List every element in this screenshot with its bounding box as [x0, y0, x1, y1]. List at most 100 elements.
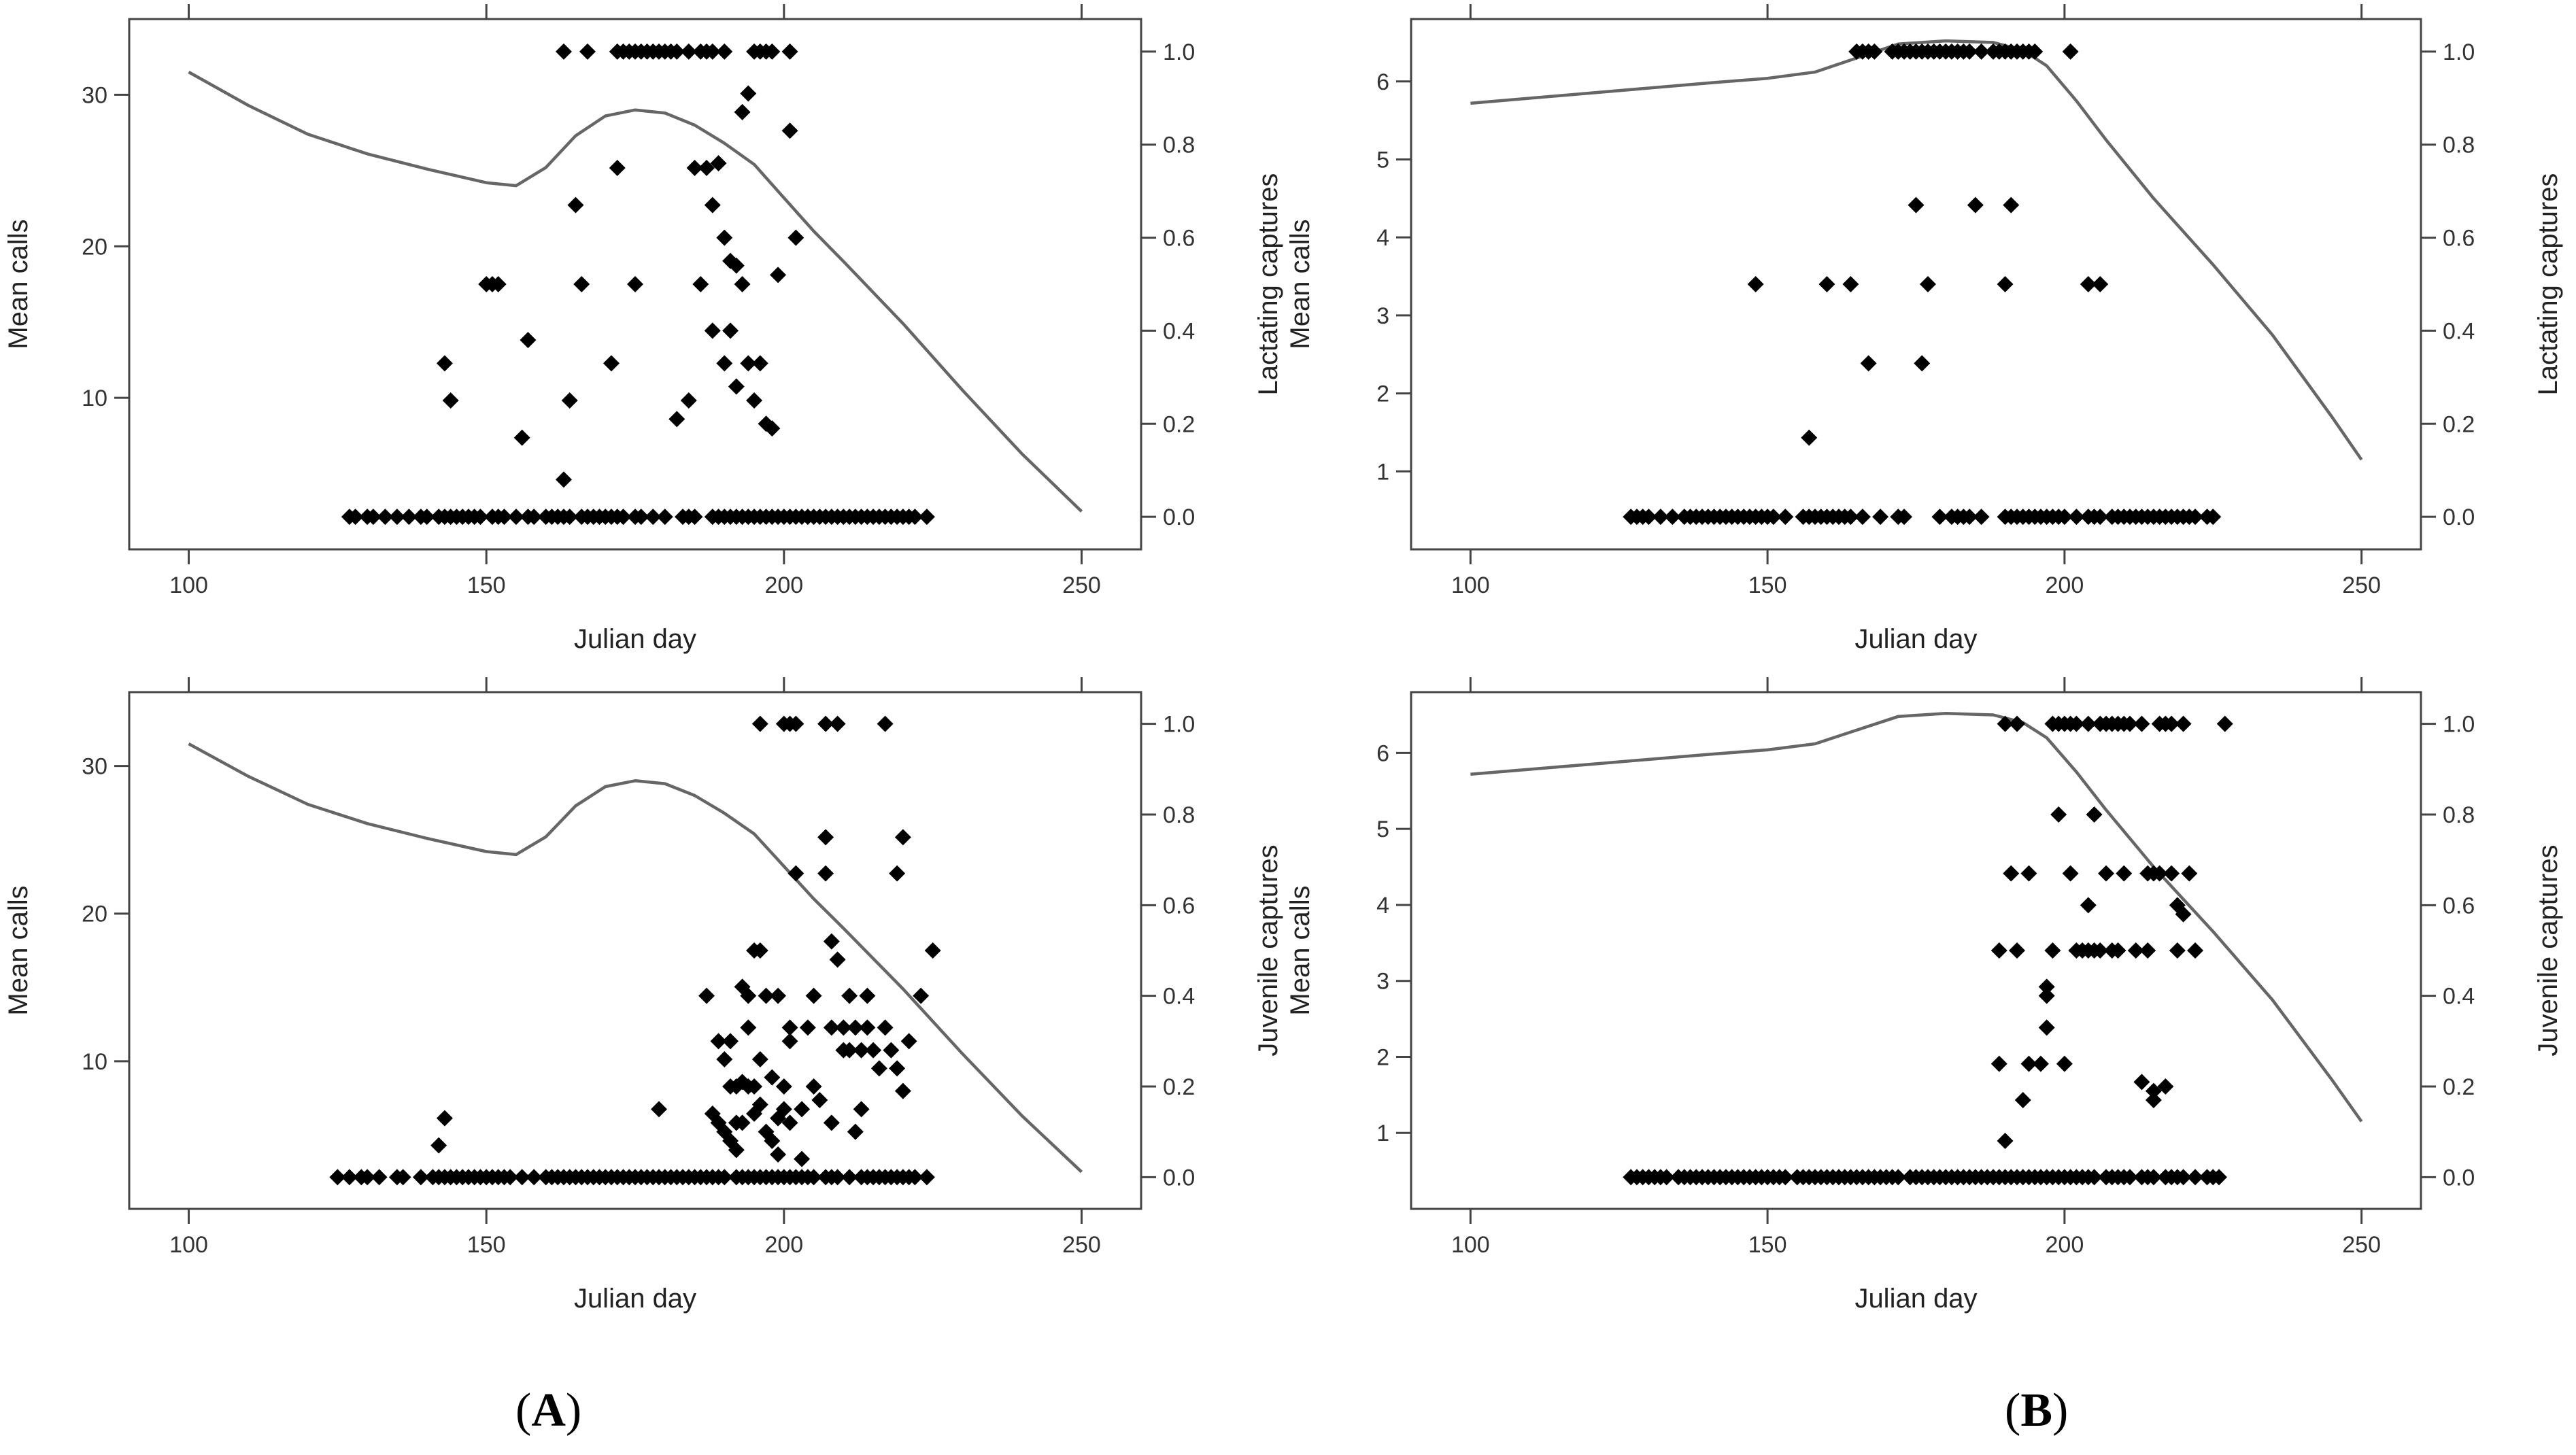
capture-point	[1990, 942, 2007, 959]
capture-point	[2205, 509, 2222, 526]
capture-point	[502, 1169, 519, 1186]
capture-point	[751, 1096, 768, 1113]
capture-point	[734, 1114, 751, 1131]
capture-point	[841, 987, 858, 1004]
y-right-axis-title: Lactating captures	[1253, 173, 1283, 396]
capture-point	[823, 933, 840, 950]
capture-point	[2139, 942, 2156, 959]
capture-point	[716, 229, 733, 246]
capture-point	[2056, 1055, 2073, 1072]
capture-point	[573, 276, 590, 292]
y-left-tick-label: 1	[1376, 1120, 1389, 1146]
y-left-tick-label: 2	[1376, 381, 1389, 407]
x-tick-label: 150	[1748, 1232, 1787, 1258]
mean-calls-line	[188, 742, 1083, 1174]
capture-point	[853, 1042, 870, 1059]
y-right-tick-label: 1.0	[1163, 39, 1195, 65]
capture-point	[918, 509, 935, 526]
capture-point	[764, 420, 781, 437]
panel-label-a: (A)	[515, 1384, 581, 1438]
capture-point	[472, 509, 489, 526]
capture-point	[764, 1069, 781, 1086]
capture-point	[734, 276, 751, 292]
y-right-tick-label: 0.8	[2443, 133, 2475, 158]
y-left-tick-label: 20	[82, 234, 107, 260]
capture-point	[817, 865, 834, 882]
x-tick-label: 100	[169, 572, 208, 598]
capture-point	[2038, 1019, 2055, 1036]
mean-calls-line	[1470, 712, 2363, 1123]
capture-point	[811, 1092, 828, 1108]
capture-point	[2145, 1092, 2162, 1108]
capture-point	[1997, 715, 2014, 732]
capture-point	[2086, 806, 2103, 823]
capture-point	[627, 276, 643, 292]
x-tick-label: 100	[1451, 1232, 1490, 1258]
capture-point	[823, 1114, 840, 1131]
capture-point	[805, 1169, 822, 1186]
panel-label-b-letter: B	[2020, 1384, 2053, 1437]
x-tick-label: 150	[1748, 572, 1787, 598]
y-left-axis-title: Mean calls	[1285, 885, 1315, 1015]
capture-point	[632, 509, 649, 526]
capture-point	[781, 1114, 798, 1131]
capture-point	[2145, 1169, 2162, 1186]
capture-point	[526, 1169, 543, 1186]
y-right-tick-label: 1.0	[2443, 712, 2475, 738]
capture-point	[900, 1033, 917, 1050]
capture-point	[728, 1142, 745, 1159]
capture-point	[377, 509, 394, 526]
capture-point	[513, 429, 530, 446]
capture-point	[775, 1101, 792, 1118]
capture-point	[906, 1169, 923, 1186]
y-right-tick-label: 0.8	[2443, 802, 2475, 828]
capture-point	[2133, 715, 2150, 732]
y-right-tick-label: 0.4	[1163, 984, 1195, 1010]
capture-point	[513, 1169, 530, 1186]
capture-point	[1967, 196, 1984, 213]
capture-point	[1818, 276, 1835, 292]
capture-point	[561, 509, 578, 526]
panel-label-b: (B)	[2005, 1384, 2068, 1438]
capture-point	[775, 1078, 792, 1095]
capture-point	[1664, 509, 1681, 526]
capture-point	[2068, 509, 2085, 526]
capture-point	[787, 229, 804, 246]
capture-point	[680, 43, 697, 60]
y-left-tick-label: 1	[1376, 459, 1389, 485]
capture-point	[883, 1042, 900, 1059]
capture-point	[496, 509, 513, 526]
y-right-axis-title: Juvenile captures	[2533, 844, 2563, 1056]
y-left-tick-label: 6	[1376, 69, 1389, 95]
capture-point	[799, 1019, 816, 1036]
capture-point	[805, 987, 822, 1004]
capture-point	[853, 1101, 870, 1118]
panel-label-a-letter: A	[531, 1384, 566, 1437]
capture-point	[2020, 1055, 2037, 1072]
capture-point	[877, 715, 894, 732]
capture-point	[2187, 942, 2204, 959]
capture-point	[2020, 865, 2037, 882]
capture-point	[2121, 715, 2138, 732]
capture-point	[1765, 509, 1782, 526]
capture-point	[770, 267, 787, 284]
capture-point	[841, 1042, 858, 1059]
capture-point	[889, 1060, 906, 1077]
capture-point	[740, 1019, 757, 1036]
y-right-tick-label: 0.6	[2443, 226, 2475, 252]
mean-calls-line	[1470, 39, 2363, 461]
capture-point	[1640, 509, 1657, 526]
panel-label-a-close: )	[565, 1384, 582, 1437]
y-left-tick-label: 5	[1376, 147, 1389, 173]
capture-point	[781, 43, 798, 60]
y-left-tick-label: 20	[82, 902, 107, 927]
capture-point	[365, 509, 382, 526]
capture-point	[2038, 978, 2055, 995]
y-right-tick-label: 0.2	[1163, 1074, 1195, 1100]
capture-point	[371, 1169, 388, 1186]
capture-point	[924, 942, 941, 959]
y-right-tick-label: 0.2	[2443, 411, 2475, 437]
capture-point	[412, 1169, 429, 1186]
capture-point	[1842, 509, 1859, 526]
